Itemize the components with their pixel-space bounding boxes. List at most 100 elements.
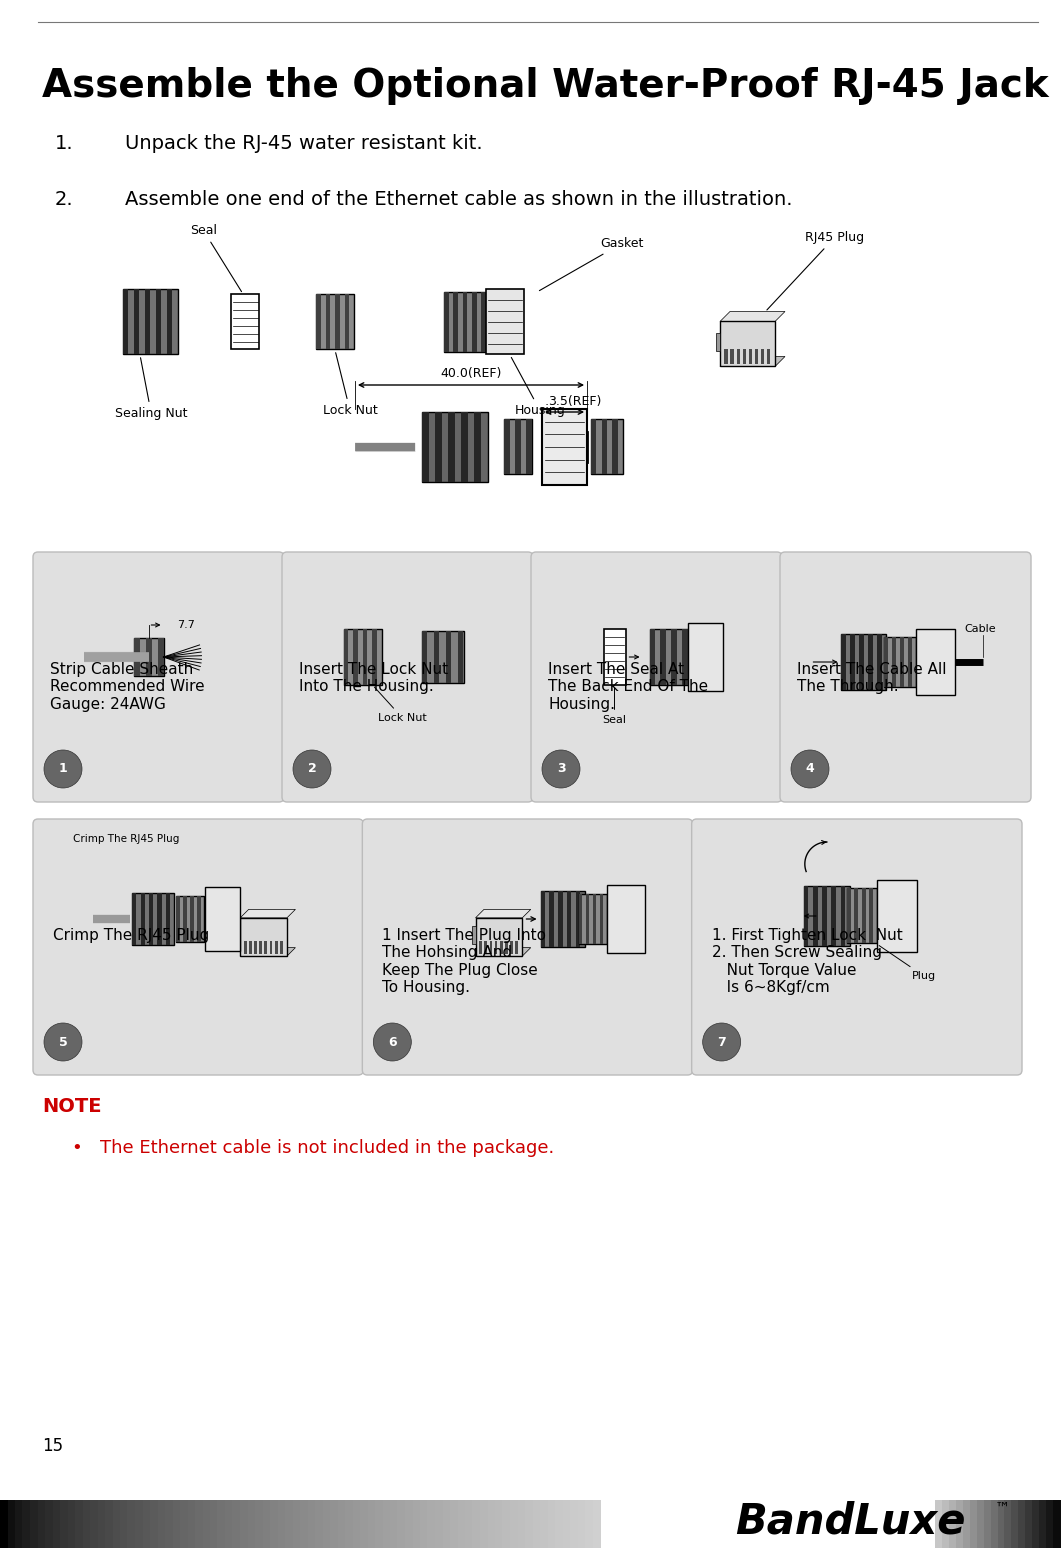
Bar [113, 1499, 121, 1547]
Bar [343, 630, 382, 684]
Bar [218, 1499, 226, 1547]
Polygon shape [500, 941, 503, 954]
Bar [444, 292, 449, 352]
Bar [176, 896, 204, 942]
Bar [344, 295, 350, 349]
Polygon shape [510, 941, 513, 954]
Bar [166, 892, 170, 945]
Bar [804, 886, 849, 947]
Bar [231, 295, 259, 349]
Bar [1046, 1499, 1054, 1547]
Bar [180, 1499, 188, 1547]
Bar [916, 629, 955, 695]
Bar [474, 411, 480, 483]
Bar [83, 1499, 91, 1547]
Text: 15: 15 [43, 1437, 63, 1456]
Bar [486, 290, 524, 354]
Bar [337, 1499, 345, 1547]
Bar [142, 1499, 151, 1547]
Bar [480, 1499, 489, 1547]
Bar [52, 1499, 61, 1547]
Polygon shape [274, 941, 277, 954]
Bar [847, 888, 877, 944]
Polygon shape [479, 941, 482, 954]
Bar [90, 1499, 99, 1547]
Bar [183, 896, 187, 942]
Bar [436, 411, 442, 483]
Text: Insert The Cable All
The Through.: Insert The Cable All The Through. [797, 663, 946, 694]
Bar [1053, 1499, 1061, 1547]
Bar [570, 1499, 578, 1547]
Bar [405, 1499, 414, 1547]
Bar [134, 290, 139, 354]
Circle shape [44, 1023, 82, 1062]
Bar [330, 1499, 338, 1547]
Circle shape [373, 1023, 411, 1062]
Polygon shape [243, 941, 247, 954]
Bar [682, 630, 688, 684]
Bar [877, 880, 916, 951]
Bar [335, 295, 340, 349]
Text: 1.: 1. [55, 133, 73, 154]
Polygon shape [720, 321, 775, 366]
Bar [449, 411, 455, 483]
Bar [315, 1499, 323, 1547]
Bar [649, 630, 688, 684]
Bar [600, 894, 603, 944]
Bar [0, 1499, 9, 1547]
Bar [969, 1499, 978, 1547]
Bar [688, 622, 723, 691]
Bar [841, 886, 845, 947]
Bar [592, 1499, 601, 1547]
Bar [300, 1499, 308, 1547]
Text: 1 Insert The Plug Into
The Hohsing And
Keep The Plug Close
To Housing.: 1 Insert The Plug Into The Hohsing And K… [383, 928, 546, 995]
Bar [612, 419, 618, 475]
Polygon shape [720, 312, 784, 321]
Bar [353, 1499, 361, 1547]
Bar [240, 1499, 249, 1547]
FancyBboxPatch shape [33, 819, 364, 1076]
Bar [190, 896, 193, 942]
Polygon shape [516, 941, 518, 954]
Text: 40.0(REF): 40.0(REF) [440, 366, 502, 380]
Bar [884, 636, 889, 688]
Bar [444, 292, 486, 352]
Bar [461, 411, 468, 483]
Polygon shape [270, 941, 272, 954]
Bar [841, 635, 885, 689]
Bar [187, 1499, 196, 1547]
Text: Housing: Housing [511, 357, 566, 417]
Text: 4: 4 [806, 762, 814, 776]
Bar [591, 419, 596, 475]
Bar [847, 888, 850, 944]
Bar [105, 1499, 114, 1547]
Bar [855, 888, 858, 944]
Text: Seal: Seal [603, 688, 626, 725]
Bar [22, 1499, 31, 1547]
FancyBboxPatch shape [33, 553, 284, 802]
Bar [343, 630, 349, 684]
Bar [862, 888, 865, 944]
Bar [157, 638, 164, 677]
Bar [823, 886, 827, 947]
Bar [1026, 1499, 1033, 1547]
Bar [383, 1499, 391, 1547]
Polygon shape [240, 948, 296, 956]
Bar [322, 1499, 331, 1547]
Text: 2: 2 [307, 762, 317, 776]
Bar [7, 1499, 16, 1547]
Bar [15, 1499, 23, 1547]
Polygon shape [490, 941, 492, 954]
Bar [422, 632, 427, 683]
Bar [457, 1499, 466, 1547]
Polygon shape [766, 349, 770, 365]
Circle shape [293, 750, 331, 788]
Bar [550, 891, 554, 947]
Bar [248, 1499, 256, 1547]
Bar [368, 1499, 376, 1547]
Bar [372, 630, 376, 684]
FancyBboxPatch shape [692, 819, 1022, 1076]
Bar [398, 1499, 406, 1547]
Bar [1040, 1499, 1047, 1547]
Bar [450, 1499, 458, 1547]
